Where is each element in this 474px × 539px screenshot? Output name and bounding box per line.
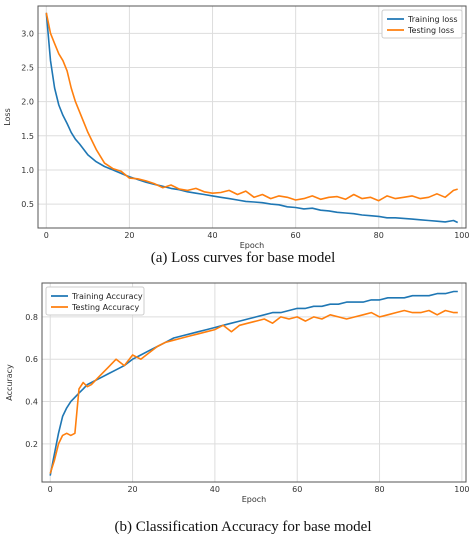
accuracy-y-tick-label: 0.8 xyxy=(25,313,38,322)
accuracy-legend-label: Training Accuracy xyxy=(71,292,143,301)
loss-legend: Training loss Testing loss xyxy=(381,9,463,39)
loss-chart-caption: (a) Loss curves for base model xyxy=(151,250,336,266)
loss-series-line-training xyxy=(45,12,459,224)
loss-y-tick-label: 1.5 xyxy=(21,132,34,141)
loss-x-tick-label: 80 xyxy=(374,231,384,240)
loss-y-tick-label: 1.0 xyxy=(21,166,34,175)
loss-chart: 0 20 40 60 80 100 0.5 1.0 1.5 2.0 2.5 3.0 Epoch Loss T… xyxy=(3,5,469,250)
accuracy-legend-box xyxy=(45,286,145,316)
loss-y-tick-label: 2.5 xyxy=(21,63,34,72)
accuracy-x-tick-label: 20 xyxy=(127,485,137,494)
accuracy-y-axis-label: Accuracy xyxy=(5,364,14,401)
accuracy-y-tick-label: 0.4 xyxy=(25,398,38,407)
accuracy-x-tick-label: 0 xyxy=(48,485,53,494)
accuracy-x-tick-label: 80 xyxy=(374,485,384,494)
loss-x-tick-label: 0 xyxy=(44,231,49,240)
loss-legend-box xyxy=(381,9,463,39)
accuracy-x-tick-label: 60 xyxy=(292,485,302,494)
loss-y-tick-label: 2.0 xyxy=(21,98,34,107)
accuracy-x-tick-label: 40 xyxy=(210,485,220,494)
loss-x-tick-label: 20 xyxy=(124,231,134,240)
accuracy-chart-caption: (b) Classification Accuracy for base mod… xyxy=(115,519,372,535)
accuracy-x-axis-label: Epoch xyxy=(242,495,267,504)
loss-legend-label: Training loss xyxy=(407,15,458,24)
accuracy-legend-label: Testing Accuracy xyxy=(71,303,139,312)
accuracy-y-tick-label: 0.6 xyxy=(25,355,38,364)
loss-x-tick-label: 100 xyxy=(454,231,469,240)
accuracy-legend: Training Accuracy Testing Accuracy xyxy=(45,286,145,316)
loss-x-axis-label: Epoch xyxy=(240,241,265,250)
loss-x-tick-label: 60 xyxy=(291,231,301,240)
loss-y-tick-label: 0.5 xyxy=(21,200,34,209)
loss-series-line-testing xyxy=(45,12,458,202)
loss-legend-label: Testing loss xyxy=(407,26,454,35)
loss-x-tick-label: 40 xyxy=(207,231,217,240)
accuracy-series-line-training xyxy=(49,290,458,476)
accuracy-series-line-testing xyxy=(49,309,458,474)
accuracy-y-tick-label: 0.2 xyxy=(25,440,38,449)
accuracy-chart: 0 20 40 60 80 100 0.2 0.4 0.6 0.8 Epoch Accuracy Tra… xyxy=(5,282,470,504)
loss-y-tick-label: 3.0 xyxy=(21,29,34,38)
loss-y-axis-label: Loss xyxy=(3,108,12,126)
accuracy-plot-frame xyxy=(41,282,467,483)
accuracy-x-tick-label: 100 xyxy=(454,485,469,494)
loss-plot-frame xyxy=(37,5,467,229)
